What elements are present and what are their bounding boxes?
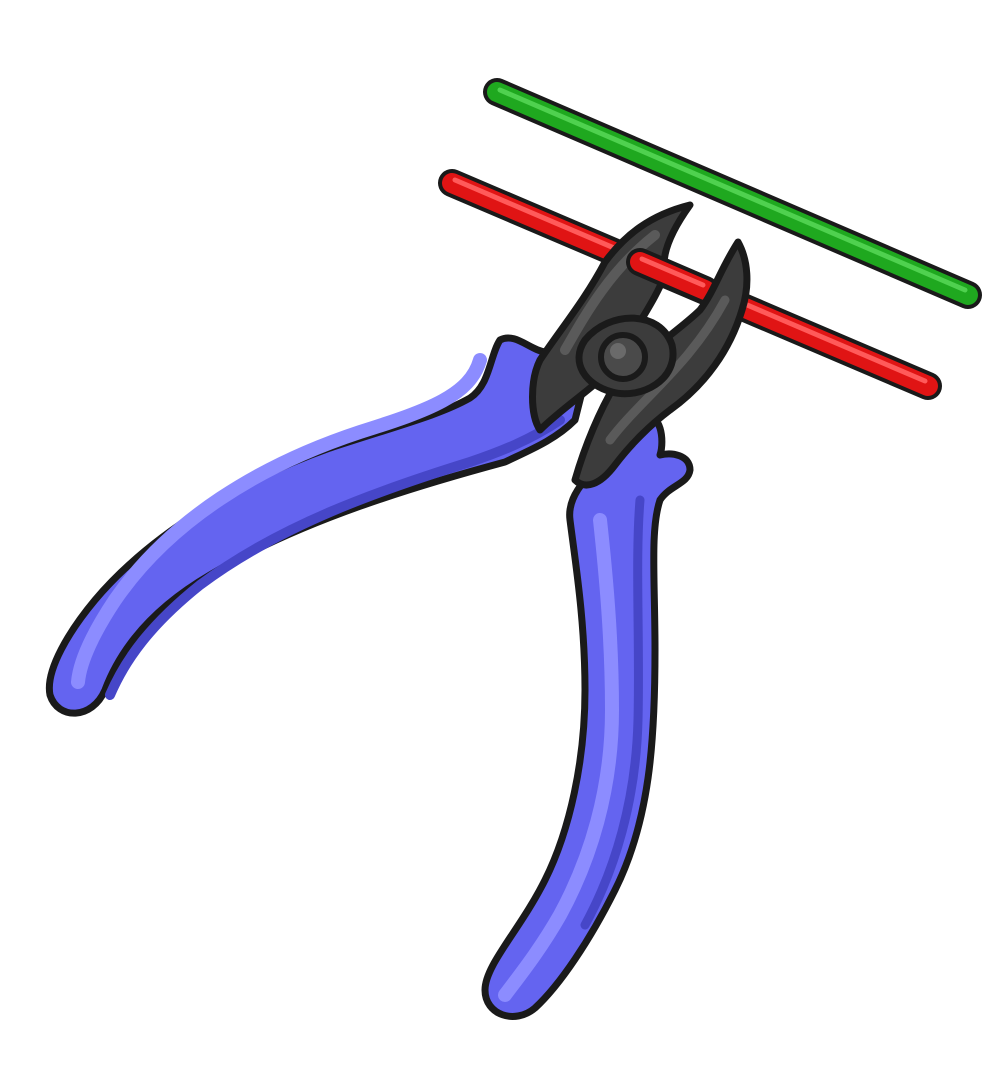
left-handle — [45, 334, 594, 717]
pivot-bolt — [575, 314, 677, 398]
red-wire-cut-section — [626, 248, 719, 304]
right-handle — [481, 414, 694, 1020]
green-wire — [483, 78, 982, 309]
